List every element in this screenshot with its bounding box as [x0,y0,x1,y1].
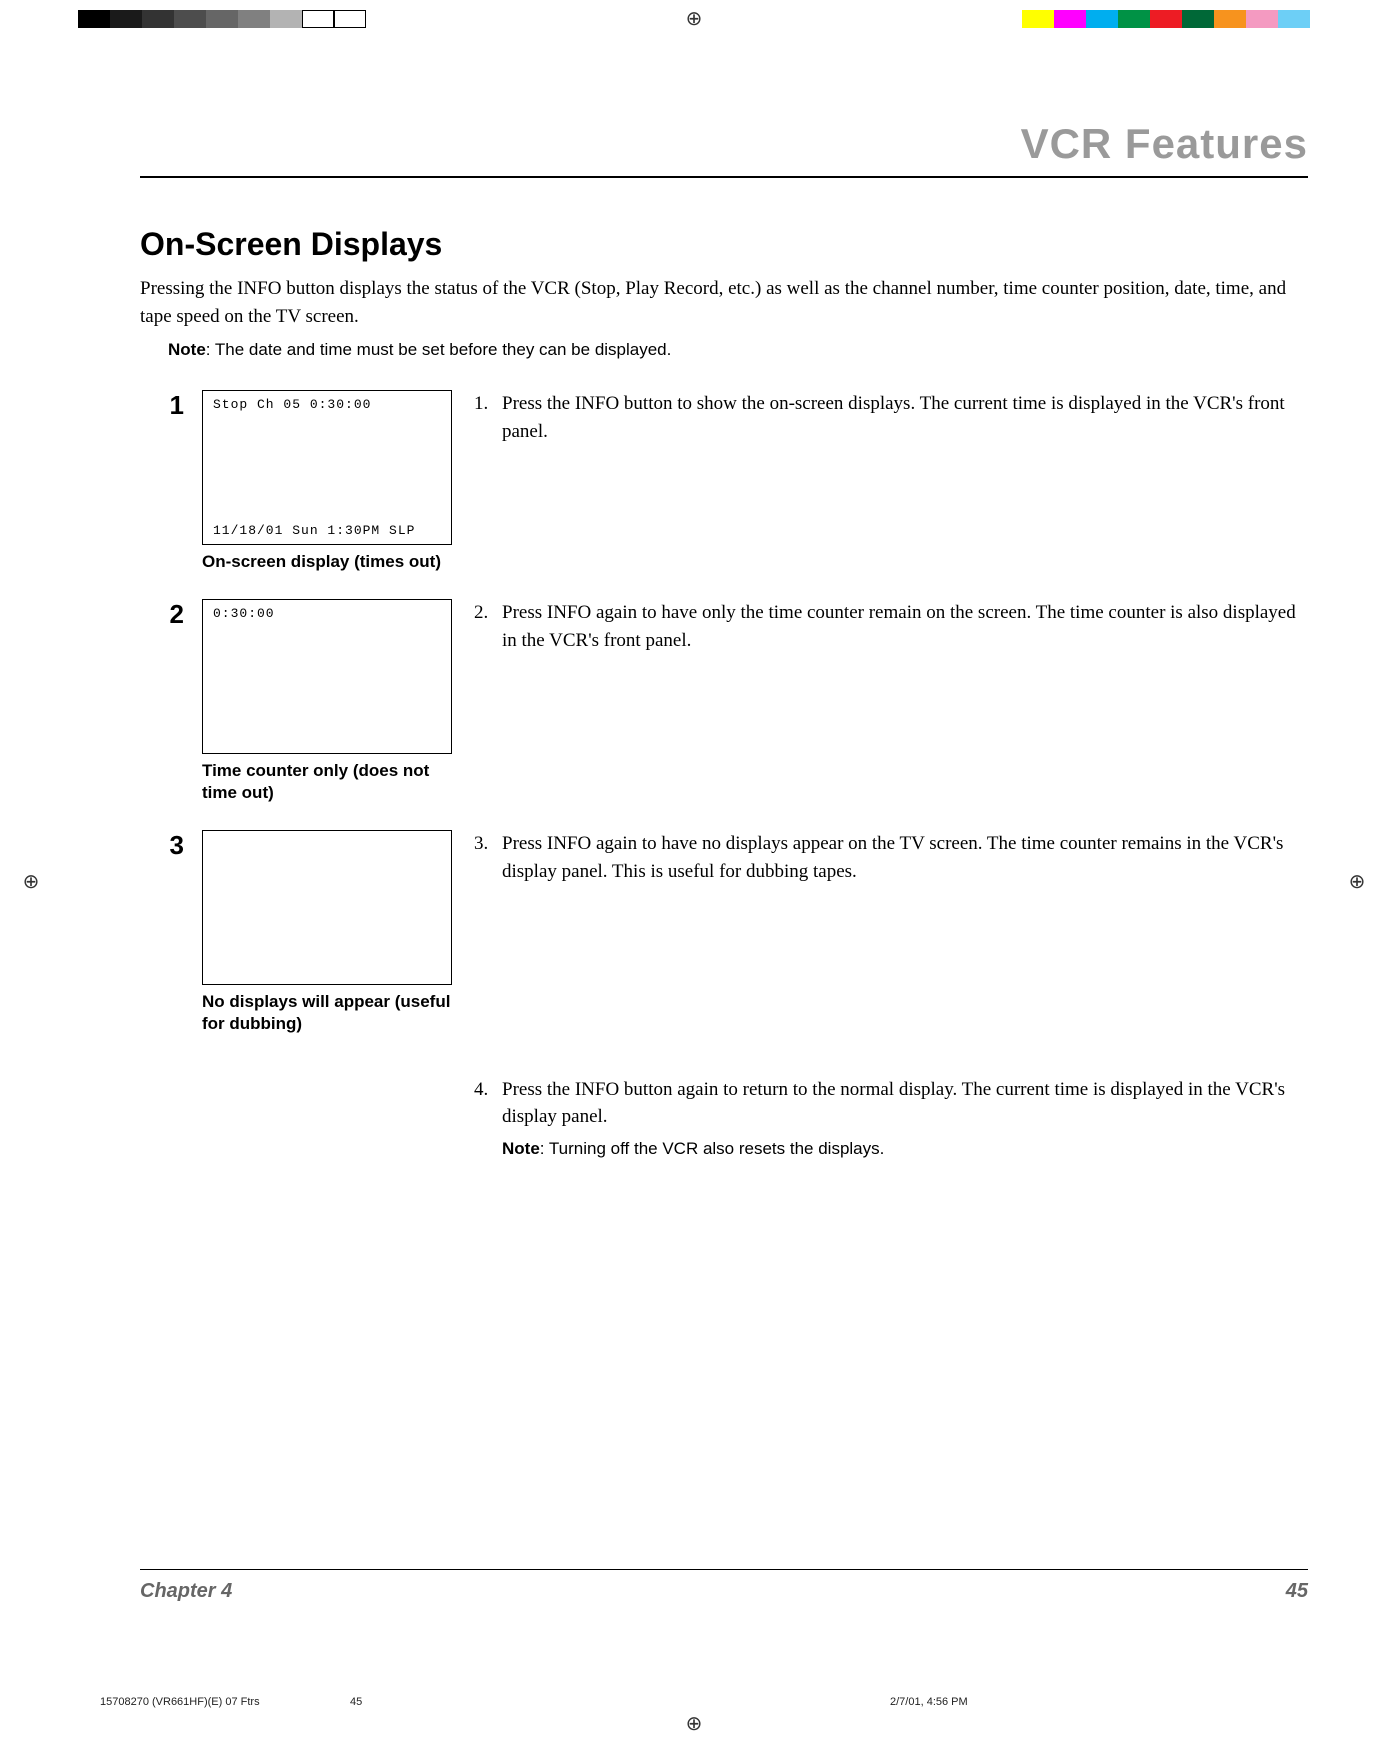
desc-text: Press the INFO button to show the on-scr… [502,390,1308,445]
screen-bottom-line: 11/18/01 Sun 1:30PM SLP [213,523,441,538]
note-label: Note [502,1139,540,1158]
desc-number: 3. [474,830,502,885]
numbered-description: 3. Press INFO again to have no displays … [474,830,1308,885]
step-4: 4. Press the INFO button again to return… [140,1076,1308,1159]
note-text: : Turning off the VCR also resets the di… [540,1139,885,1158]
section-title: On-Screen Displays [140,226,1308,263]
note-label: Note [168,340,206,359]
page-content: VCR Features On-Screen Displays Pressing… [140,120,1308,1623]
grayscale-colorbar [78,10,366,28]
desc-text: Press INFO again to have no displays app… [502,830,1308,885]
print-datetime: 2/7/01, 4:56 PM [890,1696,968,1708]
screen-column: No displays will appear (useful for dubb… [202,830,462,1035]
color-colorbar [1022,10,1310,28]
step-1: 1 Stop Ch 05 0:30:00 11/18/01 Sun 1:30PM… [140,390,1308,573]
step-3: 3 No displays will appear (useful for du… [140,830,1308,1035]
step4-note: Note: Turning off the VCR also resets th… [502,1139,1308,1159]
numbered-description: 4. Press the INFO button again to return… [474,1076,1308,1131]
step-2: 2 0:30:00 Time counter only (does not ti… [140,599,1308,804]
numbered-description: 2. Press INFO again to have only the tim… [474,599,1308,654]
print-file: 15708270 (VR661HF)(E) 07 Ftrs [100,1696,350,1708]
intro-paragraph: Pressing the INFO button displays the st… [140,275,1308,330]
description-column: 3. Press INFO again to have no displays … [474,830,1308,885]
vcr-screen-display: 0:30:00 [202,599,452,754]
desc-number: 4. [474,1076,502,1131]
note-text: : The date and time must be set before t… [206,340,672,359]
description-column: 4. Press the INFO button again to return… [474,1076,1308,1159]
vcr-screen-display [202,830,452,985]
step-number: 3 [140,830,190,861]
description-column: 1. Press the INFO button to show the on-… [474,390,1308,445]
vcr-screen-display: Stop Ch 05 0:30:00 11/18/01 Sun 1:30PM S… [202,390,452,545]
desc-text: Press INFO again to have only the time c… [502,599,1308,654]
registration-mark-right: ⊕ [1346,871,1368,893]
screen-caption: Time counter only (does not time out) [202,760,452,804]
screen-caption: On-screen display (times out) [202,551,452,573]
print-page: 45 [350,1696,650,1708]
step-number: 1 [140,390,190,421]
chapter-label: Chapter 4 [140,1580,232,1603]
desc-number: 2. [474,599,502,654]
numbered-description: 1. Press the INFO button to show the on-… [474,390,1308,445]
steps-list: 1 Stop Ch 05 0:30:00 11/18/01 Sun 1:30PM… [140,390,1308,1159]
screen-column: Stop Ch 05 0:30:00 11/18/01 Sun 1:30PM S… [202,390,462,573]
step-number: 2 [140,599,190,630]
screen-top-line: 0:30:00 [213,606,441,621]
page-header-title: VCR Features [140,120,1308,178]
screen-column: 0:30:00 Time counter only (does not time… [202,599,462,804]
description-column: 2. Press INFO again to have only the tim… [474,599,1308,654]
global-note: Note: The date and time must be set befo… [168,340,1308,360]
page-number: 45 [1286,1580,1308,1603]
desc-number: 1. [474,390,502,445]
registration-mark-left: ⊕ [20,871,42,893]
screen-top-line: Stop Ch 05 0:30:00 [213,397,441,412]
print-metadata: 15708270 (VR661HF)(E) 07 Ftrs 45 2/7/01,… [100,1696,1288,1708]
registration-mark-top: ⊕ [683,8,705,30]
registration-mark-bottom: ⊕ [683,1713,705,1735]
desc-text: Press the INFO button again to return to… [502,1076,1308,1131]
page-footer: Chapter 4 45 [140,1569,1308,1603]
screen-caption: No displays will appear (useful for dubb… [202,991,452,1035]
